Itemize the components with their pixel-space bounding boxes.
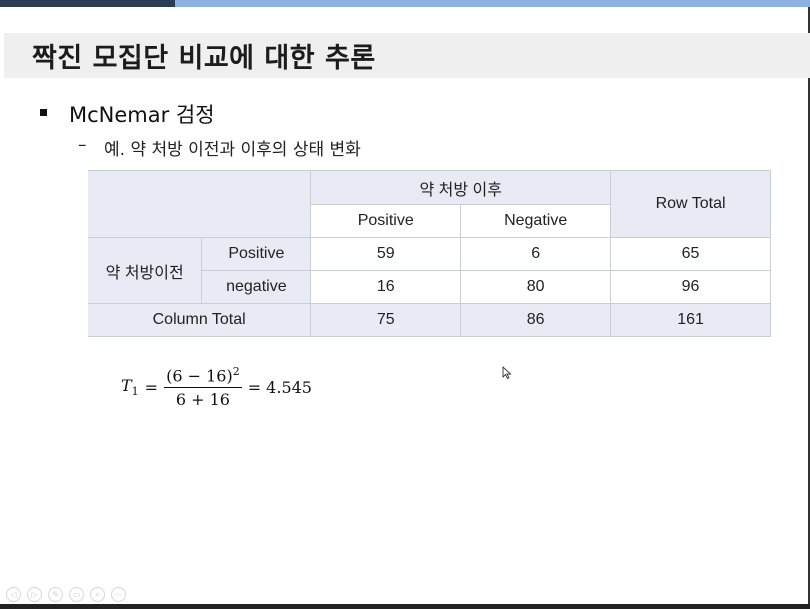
- before-treatment-label: 약 처방이전: [88, 237, 203, 304]
- sub-bullet-text: 예. 약 처방 이전과 이후의 상태 변화: [104, 140, 361, 160]
- row-header-positive: Positive: [201, 237, 312, 271]
- mcnemar-formula: T1 = (6 − 16)2 6 + 16 = 4.545: [121, 362, 312, 412]
- col-header-positive: Positive: [310, 204, 462, 238]
- table-corner-cell: [88, 170, 312, 238]
- window-edge: [808, 7, 810, 604]
- table-cell: 65: [610, 237, 771, 271]
- title-band: [4, 33, 810, 78]
- numerator-text: (6 − 16): [166, 366, 233, 386]
- col-header-negative: Negative: [460, 204, 612, 238]
- table-cell: 59: [310, 237, 462, 271]
- slide-title: 짝진 모집단 비교에 대한 추론: [32, 43, 376, 74]
- formula-var: T: [121, 375, 132, 395]
- top-accent-bar-light: [175, 0, 810, 7]
- contingency-table: 약 처방 이후 Row Total Positive Negative 약 처방…: [88, 170, 771, 337]
- row-header-negative: negative: [201, 270, 312, 304]
- table-cell: 86: [460, 303, 612, 337]
- table-cell: 16: [310, 270, 462, 304]
- formula-sub: 1: [131, 385, 139, 399]
- slides-overview-icon[interactable]: ▭: [69, 587, 84, 602]
- more-options-icon[interactable]: ⋯: [111, 587, 126, 602]
- previous-icon[interactable]: ◁: [6, 587, 21, 602]
- table-cell: 6: [460, 237, 612, 271]
- row-total-header: Row Total: [610, 170, 771, 238]
- bullet-heading: McNemar 검정: [69, 103, 215, 127]
- table-cell: 75: [310, 303, 462, 337]
- slideshow-controls: ◁ ▷ ✎ ▭ ⌕ ⋯: [6, 587, 126, 602]
- numerator-exponent: 2: [232, 364, 240, 378]
- table-cell: 161: [610, 303, 771, 337]
- formula-equals: =: [144, 377, 159, 397]
- formula-result: = 4.545: [247, 377, 312, 397]
- top-accent-bar-dark: [0, 0, 175, 7]
- after-treatment-header: 약 처방 이후: [310, 170, 612, 205]
- formula-fraction: (6 − 16)2 6 + 16: [164, 365, 242, 409]
- next-icon[interactable]: ▷: [27, 587, 42, 602]
- formula-lhs: T1: [121, 376, 139, 398]
- zoom-icon[interactable]: ⌕: [90, 587, 105, 602]
- window-bottom-edge: [0, 604, 810, 609]
- bullet-square-icon: [40, 109, 47, 116]
- column-total-label: Column Total: [88, 303, 312, 337]
- table-cell: 96: [610, 270, 771, 304]
- formula-numerator: (6 − 16)2: [164, 364, 242, 389]
- mouse-pointer-icon: [502, 366, 512, 380]
- table-cell: 80: [460, 270, 612, 304]
- formula-denominator: 6 + 16: [175, 390, 230, 410]
- sub-bullet-dash: –: [78, 135, 87, 155]
- pen-icon[interactable]: ✎: [48, 587, 63, 602]
